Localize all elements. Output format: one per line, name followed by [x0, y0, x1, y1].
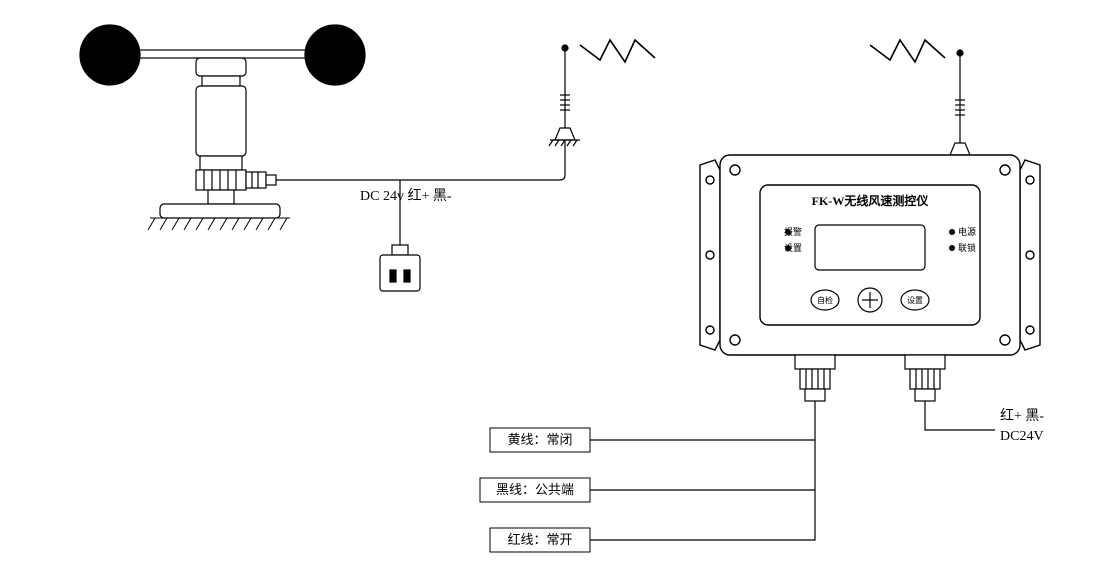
btn-right-label: 设置	[907, 295, 923, 305]
relay-red-label: 红线：常开	[507, 532, 572, 547]
led-power-label: 电源	[958, 226, 976, 237]
antenna-right	[950, 50, 970, 155]
anemometer-plug	[380, 245, 420, 291]
relay-black-label: 黑线：公共端	[496, 482, 574, 497]
antenna-left	[549, 45, 580, 146]
anemometer	[80, 25, 365, 230]
relay-yellow-label: 黄线：常闭	[507, 432, 572, 447]
anemometer-power-label: DC 24v 红+ 黑-	[360, 188, 452, 204]
controller-glands	[795, 355, 945, 401]
wiring-diagram: DC 24v 红+ 黑-	[0, 0, 1103, 574]
relay-labels: 黄线：常闭 黑线：公共端 红线：常开	[480, 428, 590, 552]
led-alarm-label: 报警	[784, 226, 802, 237]
power-label-dc: DC24V	[1000, 429, 1044, 444]
power-wire	[925, 401, 995, 430]
controller-title: FK-W无线风速测控仪	[812, 193, 930, 208]
led-lock-label: 联锁	[958, 242, 976, 253]
power-label-rb: 红+ 黑-	[1000, 408, 1044, 424]
btn-left-label: 自检	[817, 295, 833, 305]
signal-left	[580, 40, 655, 62]
led-set-label: 设置	[784, 243, 802, 253]
relay-wires	[590, 401, 815, 540]
signal-right	[870, 40, 945, 62]
